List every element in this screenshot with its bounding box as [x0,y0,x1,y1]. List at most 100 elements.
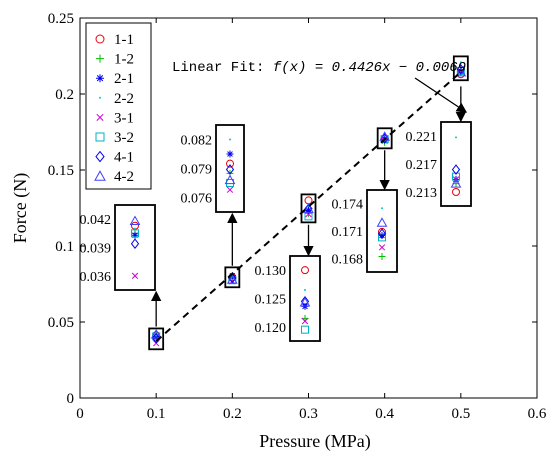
fit-equation: f(x) = 0.4426x − 0.0069 [273,60,466,76]
inset-tick-label: 0.171 [332,225,364,240]
inset-point-2-2 [381,207,383,210]
x-tick-label: 0.6 [528,406,547,422]
inset-point-3-1 [131,272,139,279]
y-tick-label: 0.1 [55,239,74,255]
fit-line [155,71,462,342]
legend-label: 4-1 [114,150,134,166]
inset-point-4-2 [129,215,141,226]
legend-marker-3-1 [96,113,104,121]
data-point-1-1 [304,196,313,205]
inset-point-3-2 [378,233,386,242]
y-tick-label: 0.15 [48,163,74,179]
inset-tick-label: 0.039 [80,242,112,257]
inset-tick-label: 0.125 [255,293,287,308]
inset-point-3-2 [301,325,309,334]
inset-box [440,121,472,207]
inset-0.5: 0.221 0.217 0.213 [406,86,472,207]
legend-label: 1-2 [114,52,134,68]
inset-point-3-1 [301,318,309,325]
inset-point-1-1 [452,188,460,196]
cluster-box [148,327,165,351]
inset-point-2-2 [455,136,457,139]
data-point-4-1 [152,332,161,344]
inset-point-2-2 [304,289,306,291]
legend-label: 2-1 [114,71,134,87]
x-tick-label: 0 [76,406,84,422]
legend-label: 4-2 [114,169,134,185]
inset-tick-label: 0.076 [181,192,213,207]
data-point-2-1 [305,206,312,214]
inset-tick-label: 0.079 [181,163,213,178]
data-point-4-2 [455,66,467,77]
inset-point-3-1 [378,244,386,251]
data-point-2-2 [459,61,462,64]
inset-point-4-2 [299,296,311,307]
data-point-4-1 [456,64,465,75]
inset-point-1-1 [226,159,234,168]
x-tick-label: 0.2 [223,406,242,422]
inset-point-2-1 [378,232,386,240]
zoom-insets: 0.042 0.039 0.036 0.082 0.079 0.076 0.130 0.125… [80,86,472,342]
inset-point-4-2 [224,174,236,185]
legend-label: 2-2 [114,91,134,107]
inset-tick-label: 0.042 [80,213,112,228]
data-point-4-2 [150,328,162,339]
fit-arrow [414,77,468,113]
data-point-4-2 [226,274,238,284]
inset-point-4-1 [225,164,235,175]
data-point-2-2 [155,334,158,337]
x-axis-title: Pressure (MPa) [259,431,370,452]
inset-box [215,124,245,213]
inset-point-4-1 [377,228,387,240]
legend-label: 3-2 [114,130,134,146]
inset-tick-label: 0.168 [332,252,364,267]
inset-point-4-2 [450,178,462,188]
cluster-box [452,55,469,82]
inset-0.3: 0.130 0.125 0.120 [255,224,321,342]
y-tick-label: 0.05 [48,315,74,331]
inset-point-1-1 [301,266,309,275]
y-axis-title: Force (N) [10,173,31,243]
data-point-4-2 [303,203,314,214]
inset-point-2-1 [226,150,234,158]
inset-point-4-2 [376,217,388,227]
plot-area: 0 0.1 0.2 0.3 0.4 0.5 0.6 0 0.05 0.1 0.15 0.2 0.25 [48,11,547,422]
inset-tick-label: 0.120 [255,321,287,336]
inset-0.2: 0.082 0.079 0.076 [181,124,245,266]
data-point-3-1 [457,68,464,75]
legend-box [85,22,152,190]
inset-point-4-1 [451,164,461,175]
inset-tick-label: 0.036 [80,270,112,285]
legend-marker-3-2 [95,132,105,142]
inset-point-3-1 [226,186,234,193]
inset-tick-label: 0.221 [406,130,438,145]
y-tick-label: 0.25 [48,11,74,27]
legend-label: 1-1 [114,32,134,48]
inset-box [114,204,156,291]
inset-tick-label: 0.217 [406,158,438,173]
inset-tick-label: 0.130 [255,264,287,279]
inset-0.1: 0.042 0.039 0.036 [80,204,162,327]
inset-point-2-2 [229,138,231,141]
inset-point-4-1 [130,238,140,250]
data-point-2-1 [152,333,160,341]
inset-tick-label: 0.174 [332,198,364,213]
inset-point-3-2 [226,179,234,187]
inset-tick-label: 0.213 [406,186,438,201]
x-tick-label: 0.4 [375,406,394,422]
legend-marker-1-1 [95,34,105,44]
fit-label: Linear Fit: f(x) = 0.4426x − 0.0069 [172,60,466,76]
legend-marker-4-1 [95,150,105,163]
cluster-box [224,266,241,289]
y-tick-label: 0 [67,391,75,407]
x-tick-label: 0.5 [451,406,470,422]
legend: 1-1 1-2 2-1 2-2 3-1 3-2 4-1 4-2 [85,22,152,190]
x-tick-label: 0.1 [147,406,166,422]
legend-marker-4-2 [94,170,106,181]
x-tick-label: 0.3 [299,406,318,422]
inset-tick-label: 0.082 [181,134,213,149]
inset-0.4: 0.174 0.171 0.168 [332,150,398,273]
y-tick-label: 0.2 [55,87,74,103]
cluster-box [300,193,317,224]
